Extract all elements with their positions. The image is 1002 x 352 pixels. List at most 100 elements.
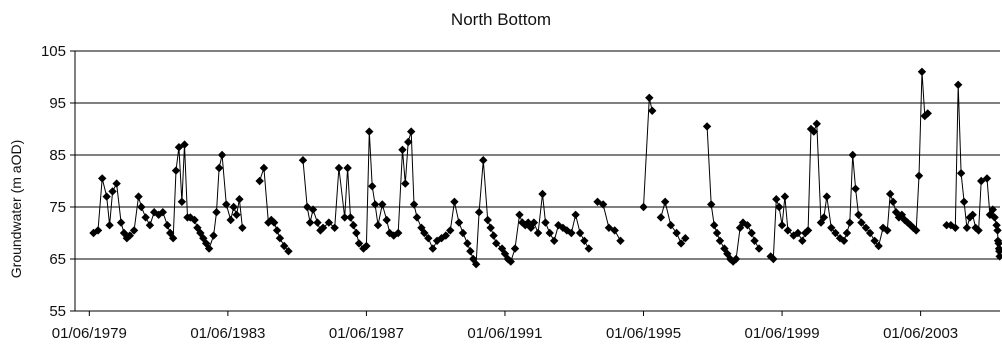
data-point-diamond [226, 215, 235, 225]
x-tick-label: 01/06/1999 [745, 325, 820, 342]
data-point-diamond [424, 234, 433, 243]
data-point-diamond [789, 231, 798, 240]
data-point-diamond [839, 236, 849, 245]
data-point-diamond [298, 156, 308, 165]
data-point-diamond [593, 197, 602, 206]
data-point-diamond [235, 195, 244, 204]
data-point-diamond [974, 226, 983, 235]
data-point-diamond [229, 202, 238, 212]
data-point-diamond [715, 236, 725, 245]
series-line-segment [597, 201, 621, 242]
data-point-diamond [883, 226, 892, 235]
data-point-diamond [681, 234, 690, 243]
data-point-diamond [793, 228, 803, 238]
data-point-diamond [259, 163, 269, 173]
data-point-diamond [845, 218, 854, 227]
data-point-diamond [610, 226, 619, 235]
data-point-diamond [463, 239, 472, 248]
data-point-diamond [923, 109, 932, 118]
data-point-diamond [575, 228, 585, 238]
y-tick-label: 105 [41, 43, 66, 60]
data-point-diamond [900, 215, 909, 225]
gridlines [75, 50, 1000, 260]
x-tick-label: 01/06/1991 [467, 325, 542, 342]
data-point-diamond [812, 119, 821, 128]
data-point-diamond [89, 228, 98, 238]
data-point-diamond [471, 260, 481, 269]
data-point-diamond [549, 236, 559, 245]
data-point-diamond [521, 221, 530, 230]
data-point-diamond [105, 221, 114, 230]
data-point-diamond [267, 215, 276, 225]
data-point-diamond [214, 163, 224, 173]
data-point-diamond [861, 223, 871, 232]
data-point-diamond [506, 257, 515, 266]
data-point-diamond [163, 221, 172, 230]
data-point-diamond [313, 218, 322, 227]
data-point-diamond [616, 236, 625, 245]
data-point-diamond [112, 179, 121, 188]
data-point-diamond [168, 234, 178, 243]
data-point-diamond [483, 215, 492, 225]
data-point-diamond [598, 200, 608, 209]
x-tick-label: 01/06/2003 [883, 325, 958, 342]
data-point-diamond [956, 169, 966, 178]
data-point-diamond [951, 223, 960, 232]
data-point-diamond [865, 228, 875, 238]
data-point-diamond [822, 192, 832, 201]
data-point-diamond [354, 239, 364, 248]
data-point-diamond [269, 218, 279, 227]
data-point-diamond [529, 218, 539, 227]
series-groundwater [89, 67, 1002, 269]
data-point-diamond [995, 252, 1002, 261]
data-point-diamond [558, 223, 568, 232]
data-point-diamond [959, 197, 969, 206]
data-point-diamond [842, 228, 852, 238]
data-point-diamond [368, 182, 377, 191]
data-point-diamond [911, 226, 921, 235]
y-tick-label: 55 [49, 303, 66, 320]
data-point-diamond [906, 221, 915, 230]
data-point-diamond [580, 236, 589, 245]
x-tick-label: 01/06/1979 [52, 325, 127, 342]
data-point-diamond [362, 241, 371, 251]
data-point-diamond [373, 221, 383, 230]
series-line-segment [643, 97, 653, 208]
data-point-diamond [709, 221, 719, 230]
data-point-diamond [780, 192, 790, 201]
data-point-diamond [352, 228, 361, 238]
data-point-diamond [370, 200, 380, 209]
data-point-diamond [428, 244, 438, 253]
data-point-diamond [458, 228, 468, 238]
data-point-diamond [747, 228, 756, 238]
data-point-diamond [735, 223, 745, 232]
data-point-diamond [545, 228, 554, 238]
data-point-diamond [492, 239, 501, 248]
data-point-diamond [324, 218, 334, 227]
data-point-diamond [141, 213, 150, 222]
data-point-diamond [343, 163, 352, 173]
data-point-diamond [330, 223, 339, 232]
data-point-diamond [177, 197, 187, 206]
axes [70, 50, 1000, 316]
data-point-diamond [816, 218, 826, 227]
data-point-diamond [993, 226, 1002, 235]
data-point-diamond [985, 210, 995, 219]
data-point-diamond [917, 67, 927, 76]
data-point-diamond [743, 221, 752, 230]
data-point-diamond [676, 239, 686, 248]
data-point-diamond [769, 254, 778, 264]
data-point-diamond [98, 174, 107, 183]
data-point-diamond [712, 228, 722, 238]
data-point-diamond [108, 187, 117, 196]
data-point-diamond [308, 205, 318, 214]
data-point-diamond [888, 197, 898, 206]
x-tick-label: 01/06/1995 [606, 325, 681, 342]
data-point-diamond [441, 231, 450, 240]
data-point-diamond [450, 197, 459, 206]
chart-title: North Bottom [450, 10, 552, 29]
data-point-diamond [772, 195, 781, 204]
data-point-diamond [738, 218, 748, 227]
data-point-diamond [166, 228, 175, 238]
data-point-diamond [968, 210, 977, 219]
